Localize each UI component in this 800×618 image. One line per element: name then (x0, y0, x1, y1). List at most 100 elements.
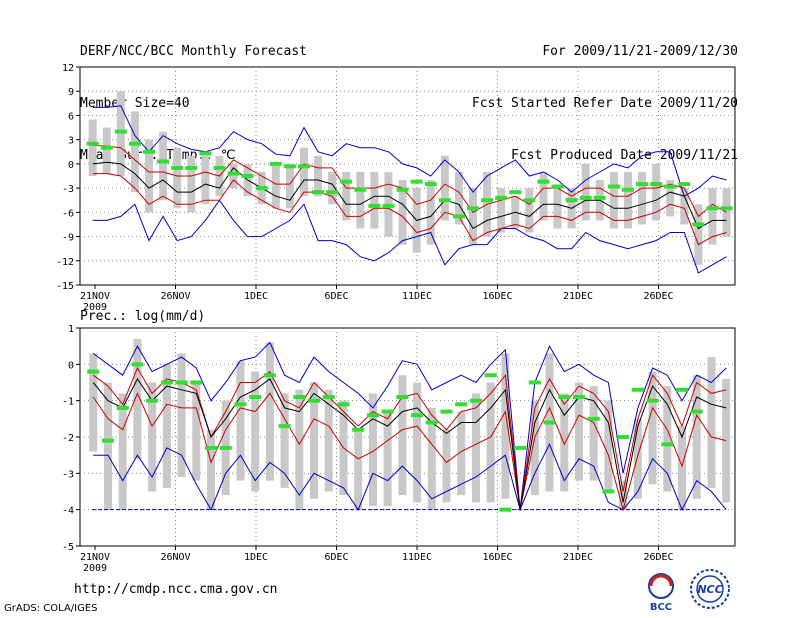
footer-url[interactable]: http://cmdp.ncc.cma.gov.cn (74, 582, 278, 597)
prec-ensemble-marker (219, 445, 232, 450)
prec-ytick-label: -4 (62, 506, 74, 517)
prec-spread-bar (604, 400, 613, 492)
temp-ytick-label: -3 (62, 184, 74, 195)
prec-ensemble-marker (425, 420, 438, 425)
prec-ensemble-marker (396, 395, 409, 400)
temp-ensemble-marker (467, 206, 479, 211)
prec-ensemble-marker (308, 398, 321, 403)
temp-spread-bar (652, 163, 661, 221)
prec-xtick-label: 21DEC (563, 552, 593, 563)
prec-ytick-label: 1 (68, 324, 74, 335)
prec-spread-bar (442, 429, 451, 503)
temp-spread-bar (145, 139, 154, 213)
temp-ensemble-marker (297, 164, 310, 169)
prec-ensemble-marker (131, 362, 144, 367)
temp-ensemble-marker (354, 187, 367, 192)
prec-spread-bar (118, 393, 127, 510)
temp-ytick-label: -6 (62, 208, 74, 219)
prec-spread-bar (574, 382, 583, 481)
temp-ensemble-marker (114, 129, 127, 134)
temp-spread-bar (159, 131, 168, 201)
temp-ensemble-marker (523, 198, 536, 203)
temp-spread-bar (271, 163, 280, 209)
temp-ensemble-marker (664, 184, 677, 189)
prec-ytick-label: 0 (68, 360, 74, 371)
temp-ensemble-marker (579, 195, 592, 200)
temp-spread-bar (440, 155, 449, 221)
prec-ensemble-marker (160, 380, 173, 385)
prec-ensemble-marker (190, 380, 203, 385)
prec-spread-bar (663, 386, 672, 492)
prec-ensemble-marker (514, 445, 527, 450)
temp-lower-line (92, 173, 727, 246)
prec-spread-bar (648, 371, 657, 485)
temp-spread-bar (426, 180, 435, 245)
temp-spread-bar (116, 91, 125, 176)
prec-ensemble-marker (366, 413, 379, 418)
temp-spread-bar (356, 171, 365, 229)
prec-ensemble-marker (278, 424, 291, 429)
prec-spread-bar (89, 353, 98, 452)
prec-spread-bar (103, 382, 112, 510)
prec-spread-bar (427, 407, 436, 510)
prec-spread-bar (148, 382, 157, 492)
prec-spread-bar (354, 429, 363, 510)
prec-lower-line (92, 392, 727, 512)
temp-spread-bar (581, 163, 590, 221)
temp-ensemble-marker (269, 161, 282, 166)
temp-ensemble-marker (720, 206, 733, 211)
temp-spread-bar (525, 188, 534, 233)
prec-spread-bar (310, 382, 319, 499)
prec-spread-bar (192, 382, 201, 481)
prec-ensemble-marker (352, 427, 365, 432)
temp-ensemble-marker (368, 203, 381, 208)
temp-spread-bar (553, 188, 562, 229)
temp-spread-bar (469, 188, 477, 245)
temp-ensemble-marker (438, 198, 451, 203)
temp-spread-bar (623, 171, 632, 229)
temp-year-label: 2009 (83, 302, 107, 313)
temp-ensemble-marker (86, 141, 99, 146)
prec-spread-bar (457, 411, 466, 496)
prec-ensemble-marker (440, 409, 453, 414)
temp-xtick-label: 21NOV (80, 291, 110, 302)
prec-ensemble-marker (249, 395, 262, 400)
temp-spread-bar (398, 180, 407, 245)
ncc-logo-text: NCC (697, 583, 722, 596)
prec-spread-bar (678, 426, 687, 510)
temp-ytick-label: 3 (68, 136, 74, 147)
temp-ensemble-marker (424, 182, 437, 187)
prec-spread-bar (236, 360, 245, 481)
temp-xtick-label: 21DEC (563, 291, 593, 302)
temp-mean-line (92, 161, 727, 230)
temp-ensemble-marker (213, 165, 226, 170)
temp-xtick-label: 11DEC (402, 291, 432, 302)
temp-ensemble-marker (593, 195, 606, 200)
temp-ensemble-marker (396, 187, 409, 192)
prec-ensemble-marker (87, 369, 100, 374)
prec-year-label: 2009 (83, 563, 107, 574)
prec-spread-bar (133, 338, 142, 459)
temp-ensemble-marker (565, 198, 578, 203)
prec-spread-bar (560, 393, 569, 492)
start-date: Fcst Started Refer Date 2009/11/20 (471, 96, 738, 111)
produced-date: Fcst Produced Date 2009/11/21 (511, 148, 738, 163)
prec-spread-bar (162, 364, 171, 488)
prec-ensemble-marker (101, 438, 114, 443)
temp-ytick-label: -9 (62, 233, 74, 244)
prec-spread-bar (368, 393, 377, 507)
temp-spread-bar (708, 188, 717, 245)
temp-spread-bar (88, 119, 97, 176)
temp-spread-bar (102, 127, 111, 174)
prec-spread-bar (251, 371, 260, 492)
prec-ensemble-marker (455, 402, 468, 407)
temp-spread-bar (299, 147, 308, 197)
prec-ytick-label: -2 (62, 433, 74, 444)
prec-spread-bar (471, 393, 480, 503)
prec-ensemble-marker (543, 420, 556, 425)
temp-ensemble-marker (706, 206, 719, 211)
temp-ensemble-marker (326, 190, 339, 195)
prec-ytick-label: -5 (62, 542, 74, 553)
temp-ensemble-marker (241, 174, 254, 178)
prec-spread-bar (633, 418, 642, 499)
